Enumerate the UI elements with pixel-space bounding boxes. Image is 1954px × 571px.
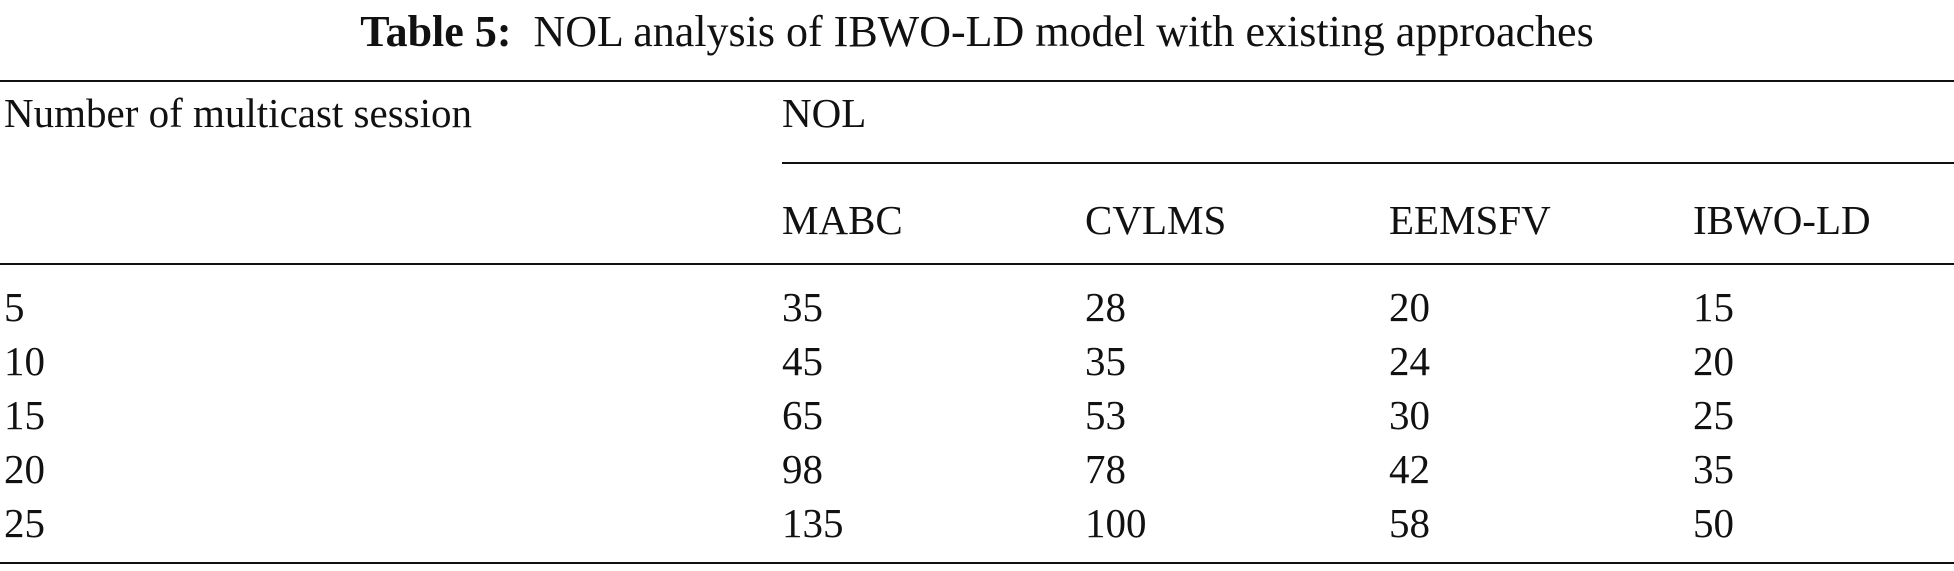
table-cell: 78 bbox=[1085, 446, 1126, 492]
table-row-session: 5 bbox=[4, 284, 25, 330]
table-cell: 35 bbox=[782, 284, 823, 330]
table-cell: 45 bbox=[782, 338, 823, 384]
table-cell: 65 bbox=[782, 392, 823, 438]
caption-text: NOL analysis of IBWO-LD model with exist… bbox=[533, 7, 1594, 56]
table-cell: 24 bbox=[1389, 338, 1430, 384]
table-row-session: 20 bbox=[4, 446, 45, 492]
row-header: Number of multicast session bbox=[4, 90, 473, 136]
table-cell: 15 bbox=[1693, 284, 1734, 330]
top-rule bbox=[0, 80, 1954, 82]
table-row-session: 10 bbox=[4, 338, 45, 384]
table-row-session: 25 bbox=[4, 500, 45, 546]
table-cell: 58 bbox=[1389, 500, 1430, 546]
table-cell: 35 bbox=[1693, 446, 1734, 492]
column-header-mabc: MABC bbox=[782, 197, 903, 243]
table-cell: 35 bbox=[1085, 338, 1126, 384]
table-cell: 25 bbox=[1693, 392, 1734, 438]
column-header-cvlms: CVLMS bbox=[1085, 197, 1227, 243]
caption-label: Table 5: bbox=[360, 7, 512, 56]
header-rule bbox=[0, 263, 1954, 265]
table-cell: 20 bbox=[1389, 284, 1430, 330]
column-header-eemsfv: EEMSFV bbox=[1389, 197, 1551, 243]
group-rule bbox=[782, 162, 1954, 164]
table-cell: 50 bbox=[1693, 500, 1734, 546]
column-header-ibwo-ld: IBWO-LD bbox=[1693, 197, 1871, 243]
table-cell: 135 bbox=[782, 500, 844, 546]
table-cell: 20 bbox=[1693, 338, 1734, 384]
table-caption: Table 5: NOL analysis of IBWO-LD model w… bbox=[0, 4, 1954, 60]
table-cell: 100 bbox=[1085, 500, 1147, 546]
table-row-session: 15 bbox=[4, 392, 45, 438]
group-header-nol: NOL bbox=[782, 90, 867, 136]
table-cell: 98 bbox=[782, 446, 823, 492]
table-cell: 30 bbox=[1389, 392, 1430, 438]
table-cell: 42 bbox=[1389, 446, 1430, 492]
table-cell: 28 bbox=[1085, 284, 1126, 330]
table-cell: 53 bbox=[1085, 392, 1126, 438]
bottom-rule bbox=[0, 562, 1954, 564]
